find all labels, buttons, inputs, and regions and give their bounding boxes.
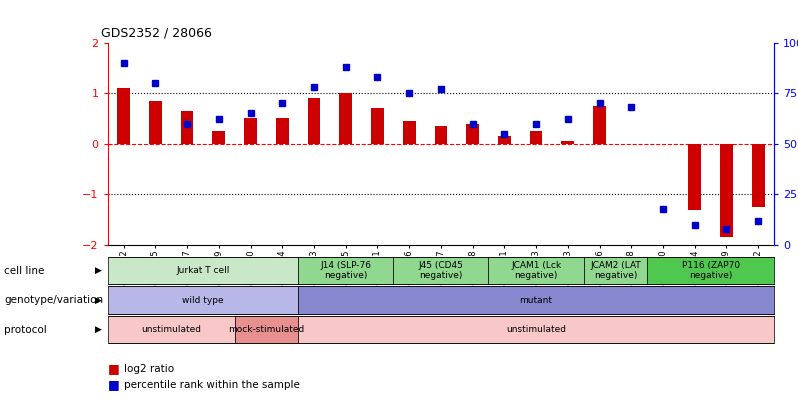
Text: ▶: ▶: [95, 325, 101, 334]
Text: GDS2352 / 28066: GDS2352 / 28066: [101, 27, 212, 40]
Bar: [371, 108, 384, 144]
Bar: [403, 121, 416, 144]
Bar: [180, 111, 193, 144]
Text: unstimulated: unstimulated: [506, 325, 566, 334]
Text: J14 (SLP-76
negative): J14 (SLP-76 negative): [320, 261, 371, 280]
Bar: [149, 101, 162, 144]
Text: J45 (CD45
negative): J45 (CD45 negative): [418, 261, 464, 280]
Bar: [593, 106, 606, 144]
Text: ▶: ▶: [95, 296, 101, 305]
Text: unstimulated: unstimulated: [141, 325, 201, 334]
Bar: [212, 131, 225, 144]
Bar: [720, 144, 733, 237]
Text: ▶: ▶: [95, 266, 101, 275]
Bar: [498, 136, 511, 144]
Text: Jurkat T cell: Jurkat T cell: [176, 266, 230, 275]
Text: P116 (ZAP70
negative): P116 (ZAP70 negative): [681, 261, 740, 280]
Bar: [752, 144, 764, 207]
Text: ■: ■: [108, 362, 120, 375]
Bar: [689, 144, 701, 210]
Text: genotype/variation: genotype/variation: [4, 295, 103, 305]
Text: log2 ratio: log2 ratio: [124, 364, 174, 373]
Bar: [244, 118, 257, 144]
Bar: [276, 118, 289, 144]
Bar: [530, 131, 543, 144]
Text: wild type: wild type: [182, 296, 223, 305]
Text: mock-stimulated: mock-stimulated: [228, 325, 305, 334]
Text: mutant: mutant: [519, 296, 552, 305]
Bar: [307, 98, 320, 144]
Bar: [435, 126, 447, 144]
Text: cell line: cell line: [4, 266, 45, 275]
Bar: [339, 93, 352, 144]
Text: JCAM1 (Lck
negative): JCAM1 (Lck negative): [511, 261, 561, 280]
Text: JCAM2 (LAT
negative): JCAM2 (LAT negative): [590, 261, 641, 280]
Text: percentile rank within the sample: percentile rank within the sample: [124, 380, 299, 390]
Bar: [562, 141, 574, 144]
Text: ■: ■: [108, 378, 120, 391]
Text: protocol: protocol: [4, 325, 47, 335]
Bar: [117, 88, 130, 144]
Bar: [466, 124, 479, 144]
